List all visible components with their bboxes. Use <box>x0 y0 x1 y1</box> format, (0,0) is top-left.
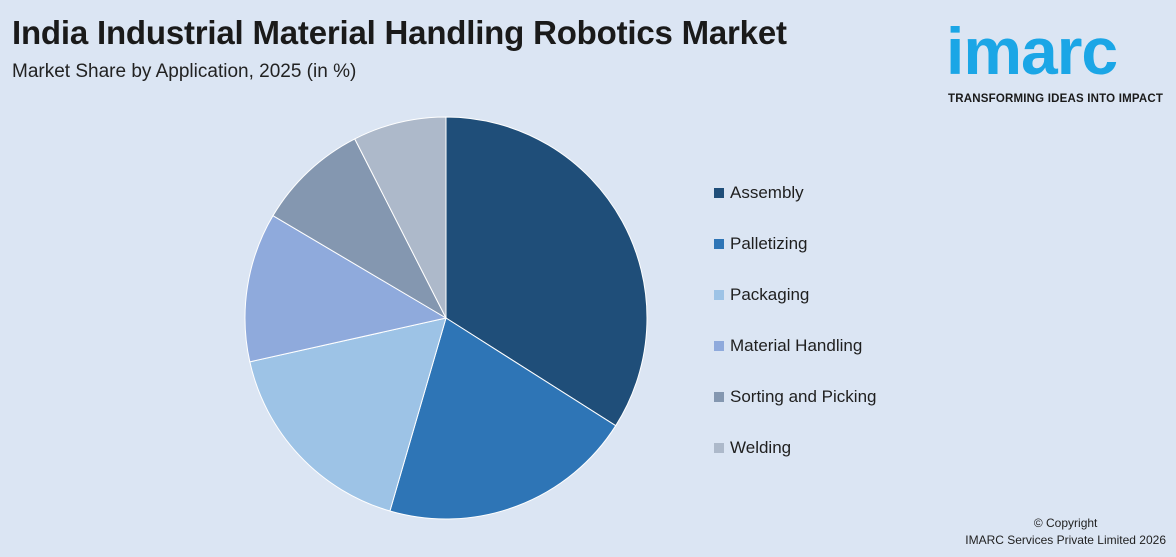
chart-legend: Assembly Palletizing Packaging Material Han… <box>714 182 876 488</box>
pie-slice-packaging <box>249 317 447 512</box>
legend-swatch <box>714 290 724 300</box>
legend-item: Packaging <box>714 284 876 306</box>
logo-wordmark: imarc <box>946 14 1118 88</box>
legend-swatch <box>714 392 724 402</box>
legend-item: Palletizing <box>714 233 876 255</box>
legend-label: Sorting and Picking <box>730 387 877 406</box>
legend-item: Welding <box>714 437 876 459</box>
legend-item: Material Handling <box>714 335 876 357</box>
imarc-logo: imarc TRANSFORMING IDEAS INTO IMPACT <box>946 12 1170 112</box>
legend-item: Assembly <box>714 182 876 204</box>
legend-label: Material Handling <box>730 336 863 355</box>
chart-title: India Industrial Material Handling Robot… <box>12 14 787 51</box>
copyright-company: IMARC Services Private Limited 2026 <box>965 533 1166 547</box>
legend-label: Palletizing <box>730 234 808 253</box>
chart-subtitle: Market Share by Application, 2025 (in %) <box>12 61 357 82</box>
legend-label: Packaging <box>730 285 810 304</box>
legend-swatch <box>714 341 724 351</box>
pie-slice-palletizing <box>389 317 617 520</box>
legend-item: Sorting and Picking <box>714 386 876 408</box>
legend-swatch <box>714 239 724 249</box>
pie-slice-sorting-and-picking <box>272 138 448 320</box>
pie-chart <box>244 116 648 520</box>
pie-slice-assembly <box>445 116 648 427</box>
pie-slice-welding <box>354 116 447 319</box>
logo-tagline: TRANSFORMING IDEAS INTO IMPACT <box>948 93 1164 105</box>
legend-label: Assembly <box>730 183 804 202</box>
legend-swatch <box>714 188 724 198</box>
legend-label: Welding <box>730 438 792 457</box>
legend-swatch <box>714 443 724 453</box>
copyright-line: © Copyright <box>1033 516 1098 530</box>
copyright-notice: © Copyright IMARC Services Private Limit… <box>965 515 1166 549</box>
pie-slice-material-handling <box>244 214 448 363</box>
